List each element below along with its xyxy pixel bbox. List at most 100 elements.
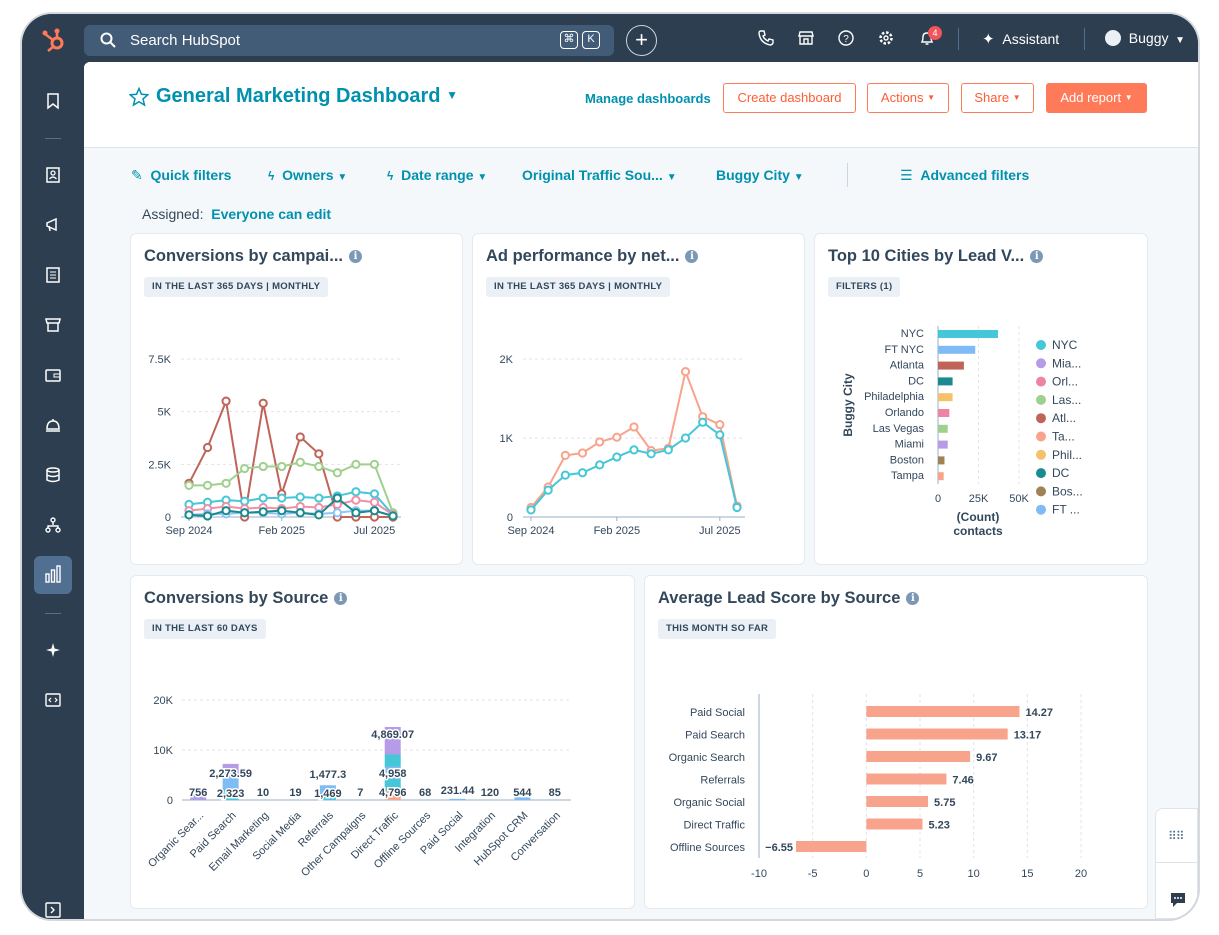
data-point (258, 493, 268, 503)
report-card-top-cities[interactable]: Top 10 Cities by Lead V... i FILTERS (1) … (814, 233, 1148, 565)
x-tick-label: -5 (808, 868, 818, 880)
create-dashboard-button[interactable]: Create dashboard (723, 83, 856, 113)
traffic-source-filter[interactable]: Original Traffic Sou... ▼ (522, 167, 677, 183)
assigned-value-link[interactable]: Everyone can edit (211, 206, 332, 222)
info-icon[interactable]: i (906, 592, 920, 605)
manage-dashboards-link[interactable]: Manage dashboards (585, 91, 711, 106)
data-label: 7.46 (952, 775, 973, 787)
report-title[interactable]: Ad performance by net... i (486, 247, 699, 266)
commerce-icon[interactable] (44, 316, 62, 334)
y-axis-label: Buggy City (841, 373, 855, 437)
data-point (595, 437, 605, 447)
bar-segment (384, 766, 401, 779)
marketing-megaphone-icon[interactable] (44, 216, 62, 234)
info-icon[interactable]: i (1030, 250, 1044, 263)
divider (1156, 862, 1197, 863)
data-label: 19 (289, 787, 301, 799)
data-point (277, 493, 287, 503)
report-title[interactable]: Conversions by Source i (144, 589, 348, 608)
caret-down-icon: ▼ (1012, 93, 1021, 102)
data-point (577, 468, 588, 478)
chevron-down-icon: ▼ (1172, 35, 1186, 46)
service-bell-icon[interactable] (44, 416, 62, 434)
ai-sparkle-icon[interactable] (44, 641, 62, 659)
help-icon[interactable]: ? (838, 30, 854, 46)
owners-filter[interactable]: ϟ Owners ▼ (268, 167, 347, 183)
info-icon[interactable]: i (334, 592, 348, 605)
user-menu[interactable]: Buggy ▼ (1105, 30, 1185, 46)
data-point (369, 497, 380, 507)
quick-filters-button[interactable]: ✎ Quick filters (131, 167, 231, 184)
data-point (202, 511, 213, 521)
bar (866, 728, 1008, 740)
create-plus-button[interactable]: + (626, 25, 657, 56)
marketplace-icon[interactable] (798, 30, 814, 46)
series-line (188, 397, 393, 518)
search-input[interactable]: Search HubSpot ⌘ K (84, 25, 614, 56)
help-dock: ⠿⠿ (1155, 808, 1198, 919)
info-icon[interactable]: i (685, 250, 699, 263)
bar (938, 472, 944, 481)
report-card-conversions-by-source[interactable]: Conversions by Source i IN THE LAST 60 DA… (130, 575, 635, 909)
expand-sidebar-icon[interactable] (44, 901, 62, 919)
bar (938, 345, 976, 354)
report-card-conversions-by-campaign[interactable]: Conversions by campai... i IN THE LAST 36… (130, 233, 463, 565)
automation-icon[interactable] (44, 516, 62, 534)
assistant-button[interactable]: ✦ Assistant (982, 30, 1059, 48)
y-tick-label: Organic Search (669, 752, 745, 764)
report-card-ad-performance[interactable]: Ad performance by net... i IN THE LAST 36… (472, 233, 805, 565)
wallet-icon[interactable] (44, 366, 62, 384)
report-title[interactable]: Conversions by campai... i (144, 247, 362, 266)
actions-button[interactable]: Actions ▼ (867, 83, 949, 113)
info-icon[interactable]: i (348, 250, 362, 263)
y-tick-label: Paid Social (690, 707, 745, 719)
legend-label: Phil... (1052, 448, 1082, 462)
data-label: 4,958 (379, 768, 407, 780)
data-point (295, 457, 305, 467)
y-tick-label: Organic Social (673, 797, 745, 809)
dashboard-title[interactable]: General Marketing Dashboard ▼ (156, 85, 458, 108)
data-label: 120 (481, 787, 499, 799)
data-label: 68 (419, 787, 431, 799)
report-card-average-lead-score[interactable]: Average Lead Score by Source i THIS MONTH… (644, 575, 1148, 909)
bookmarks-icon[interactable] (44, 92, 62, 110)
data-point (388, 511, 398, 521)
report-title[interactable]: Top 10 Cities by Lead V... i (828, 247, 1044, 266)
x-tick-label: Organic Sear... (146, 810, 206, 870)
favorite-star-icon[interactable] (129, 87, 149, 107)
data-point (258, 398, 268, 408)
caret-down-icon: ▼ (446, 88, 458, 102)
caret-down-icon: ▼ (927, 93, 936, 102)
report-title-text: Top 10 Cities by Lead V... (828, 247, 1025, 265)
line-chart: 0 2.5K 5K 7.5K Sep 2024 Feb 2025 Jul 2025 (148, 354, 401, 537)
legend-label: Orl... (1052, 375, 1078, 389)
report-title[interactable]: Average Lead Score by Source i (658, 589, 920, 608)
hubspot-logo-icon[interactable] (40, 26, 68, 54)
data-point (560, 470, 570, 480)
data-label: 231.44 (441, 785, 476, 797)
contacts-icon[interactable] (44, 166, 62, 184)
top-navigation: Search HubSpot ⌘ K + ? 4 ✦ Assistant Bug… (22, 14, 1198, 62)
report-title-text: Average Lead Score by Source (658, 589, 901, 607)
developer-code-icon[interactable] (44, 691, 62, 709)
data-point (314, 510, 324, 520)
data-point (184, 480, 194, 490)
reporting-nav-item[interactable] (34, 556, 72, 594)
data-point (258, 507, 268, 517)
advanced-filters-button[interactable]: ☰ Advanced filters (900, 167, 1029, 184)
legend-label: Mia... (1052, 356, 1081, 370)
database-icon[interactable] (44, 466, 62, 484)
search-placeholder: Search HubSpot (130, 32, 241, 49)
grid-dots-icon[interactable]: ⠿⠿ (1168, 829, 1185, 843)
phone-icon[interactable] (758, 30, 774, 46)
settings-gear-icon[interactable] (878, 30, 894, 46)
chat-icon[interactable] (1169, 892, 1187, 908)
share-button[interactable]: Share ▼ (961, 83, 1034, 113)
add-report-button[interactable]: Add report ▼ (1046, 83, 1147, 113)
legend-label: Bos... (1052, 484, 1083, 498)
buggy-city-filter[interactable]: Buggy City ▼ (716, 167, 804, 183)
y-tick-label: Philadelphia (864, 391, 925, 403)
content-icon[interactable] (44, 266, 62, 284)
date-range-filter[interactable]: ϟ Date range ▼ (387, 167, 487, 183)
data-point (715, 430, 725, 440)
